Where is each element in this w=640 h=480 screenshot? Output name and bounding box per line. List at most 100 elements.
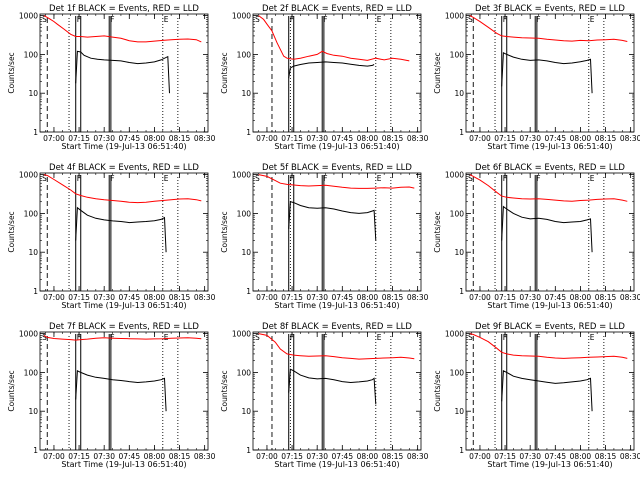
panel-title: Det 6f BLACK = Events, RED = LLD: [475, 163, 625, 173]
y-tick-label: 100: [450, 368, 465, 377]
marker-label-e: E: [164, 15, 169, 24]
marker-label-f: F: [536, 174, 540, 183]
marker-label-f: F: [110, 174, 114, 183]
x-tick-label: 07:45: [331, 293, 353, 302]
marker-label-f: F: [110, 333, 114, 342]
y-tick-label: 1: [459, 287, 464, 296]
marker-label-s: S: [468, 15, 473, 24]
y-tick-label: 100: [450, 50, 465, 59]
y-tick-label: 100: [24, 209, 39, 218]
y-tick-label: 100: [24, 368, 39, 377]
x-axis-label: Start Time (19-Jul-13 06:51:40): [274, 301, 399, 310]
events-series-line: [288, 61, 375, 78]
x-tick-label: 07:00: [469, 293, 491, 302]
y-tick-label: 10: [28, 407, 38, 416]
x-tick-label: 08:00: [357, 452, 379, 461]
panel-9: Det 9f BLACK = Events, RED = LLD 1 10 100 10…: [433, 322, 640, 469]
panel-title: Det 3f BLACK = Events, RED = LLD: [475, 4, 625, 14]
events-series-line: [75, 370, 167, 412]
y-tick-label: 10: [241, 248, 251, 257]
panel-7: Det 7f BLACK = Events, RED = LLD 1 10 100 10…: [7, 322, 216, 469]
marker-label-e: E: [377, 15, 382, 24]
marker-label-f: F: [77, 15, 81, 24]
x-tick-label: 07:45: [544, 293, 566, 302]
y-axis-label: Counts/sec: [433, 370, 442, 411]
y-tick-label: 1: [246, 446, 251, 455]
marker-label-f: F: [323, 15, 327, 24]
plot-frame: [39, 331, 209, 451]
y-tick-label: 1000: [19, 171, 38, 180]
y-tick-label: 1: [246, 128, 251, 137]
x-tick-label: 07:30: [306, 134, 328, 143]
x-tick-label: 07:00: [43, 134, 65, 143]
x-tick-label: 08:30: [194, 293, 216, 302]
x-tick-label: 07:00: [469, 452, 491, 461]
panel-4: Det 4f BLACK = Events, RED = LLD 1 10 100 10…: [7, 163, 216, 310]
y-tick-label: 100: [450, 209, 465, 218]
panel-1: Det 1f BLACK = Events, RED = LLD 1 10 100 10…: [7, 4, 216, 151]
x-tick-label: 07:15: [281, 452, 303, 461]
x-tick-label: 08:15: [169, 452, 191, 461]
y-tick-label: 1: [459, 128, 464, 137]
y-tick-label: 10: [28, 248, 38, 257]
x-tick-label: 08:30: [620, 134, 640, 143]
x-tick-label: 08:00: [357, 134, 379, 143]
y-tick-label: 10: [454, 248, 464, 257]
y-tick-label: 1000: [445, 171, 464, 180]
y-tick-label: 10: [28, 89, 38, 98]
x-tick-label: 07:15: [68, 452, 90, 461]
x-tick-label: 07:30: [306, 293, 328, 302]
panel-title: Det 7f BLACK = Events, RED = LLD: [49, 322, 199, 332]
x-tick-label: 08:30: [407, 134, 429, 143]
y-tick-label: 10: [241, 89, 251, 98]
lld-series-line: [258, 333, 415, 360]
marker-label-f: F: [323, 174, 327, 183]
y-axis-label: Counts/sec: [7, 52, 16, 93]
events-series-line: [288, 201, 377, 241]
marker-label-f: F: [536, 15, 540, 24]
y-axis-label: Counts/sec: [7, 211, 16, 252]
marker-label-e: E: [377, 333, 382, 342]
x-tick-label: 08:15: [382, 293, 404, 302]
marker-label-s: S: [255, 15, 260, 24]
panel-title: Det 1f BLACK = Events, RED = LLD: [49, 4, 199, 14]
y-tick-label: 1: [459, 446, 464, 455]
y-tick-label: 1: [33, 446, 38, 455]
x-tick-label: 07:15: [494, 293, 516, 302]
y-tick-label: 1: [33, 128, 38, 137]
x-tick-label: 07:00: [43, 452, 65, 461]
x-tick-label: 07:45: [118, 134, 140, 143]
lld-series-line: [469, 174, 628, 202]
y-tick-label: 10: [454, 89, 464, 98]
x-tick-label: 07:45: [331, 134, 353, 143]
marker-label-e: E: [590, 15, 595, 24]
x-tick-label: 08:15: [595, 134, 617, 143]
x-tick-label: 07:00: [256, 293, 278, 302]
x-axis-label: Start Time (19-Jul-13 06:51:40): [61, 301, 186, 310]
x-tick-label: 08:30: [407, 293, 429, 302]
panel-6: Det 6f BLACK = Events, RED = LLD 1 10 100 10…: [433, 163, 640, 310]
y-tick-label: 1000: [232, 330, 251, 339]
panel-title: Det 2f BLACK = Events, RED = LLD: [262, 4, 412, 14]
x-tick-label: 08:15: [382, 134, 404, 143]
marker-label-s: S: [468, 174, 473, 183]
y-axis-label: Counts/sec: [220, 211, 229, 252]
lld-series-line: [43, 334, 202, 341]
y-tick-label: 1000: [19, 330, 38, 339]
x-tick-label: 08:30: [620, 452, 640, 461]
marker-label-e: E: [377, 174, 382, 183]
x-tick-label: 08:30: [620, 293, 640, 302]
x-tick-label: 07:15: [68, 134, 90, 143]
y-tick-label: 10: [241, 407, 251, 416]
y-tick-label: 100: [24, 50, 39, 59]
marker-label-e: E: [590, 333, 595, 342]
x-tick-label: 08:15: [595, 293, 617, 302]
plot-frame: [252, 13, 422, 133]
x-tick-label: 07:15: [281, 134, 303, 143]
marker-label-f: F: [503, 333, 507, 342]
panel-2: Det 2f BLACK = Events, RED = LLD 1 10 100 10…: [220, 4, 429, 151]
x-tick-label: 08:30: [407, 452, 429, 461]
x-tick-label: 07:45: [544, 452, 566, 461]
y-axis-label: Counts/sec: [220, 52, 229, 93]
x-tick-label: 08:00: [570, 293, 592, 302]
